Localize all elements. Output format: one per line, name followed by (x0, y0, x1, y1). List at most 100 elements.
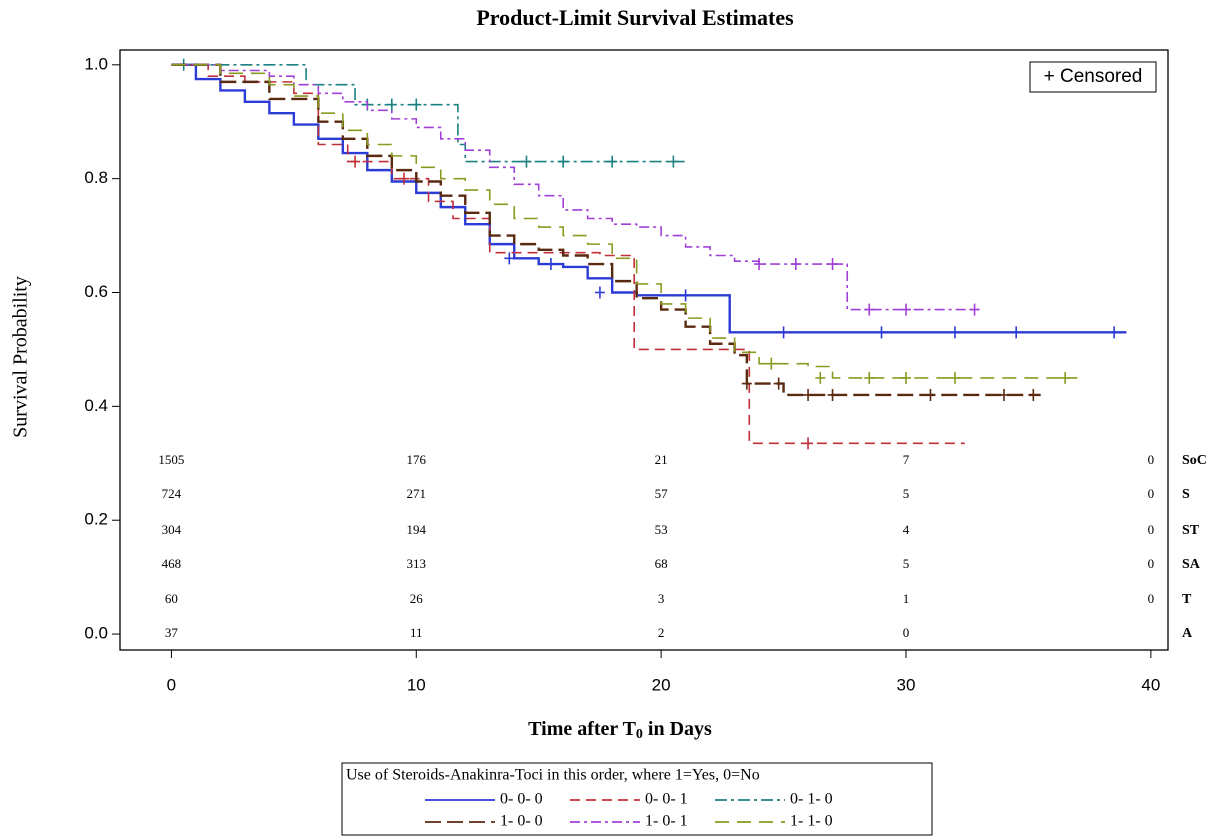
x-tick-label: 0 (167, 675, 176, 694)
censor-mark (827, 258, 838, 271)
legend-label: 1- 1- 0 (790, 813, 833, 830)
censor-mark (949, 371, 960, 384)
x-tick-label: 10 (407, 675, 426, 694)
risk-row-label: SoC (1182, 453, 1207, 468)
legend-box (341, 762, 933, 836)
x-tick-label: 20 (652, 675, 671, 694)
risk-count: 468 (162, 556, 182, 571)
censor-legend-box (1029, 61, 1157, 93)
y-tick-label: 0.0 (84, 624, 108, 643)
censor-mark (901, 303, 911, 316)
risk-count: 0 (1148, 556, 1155, 571)
risk-row-label: A (1182, 626, 1193, 641)
survival-curve (171, 64, 980, 311)
risk-count: 1 (903, 591, 910, 606)
censor-mark (411, 98, 422, 111)
risk-count: 176 (407, 452, 427, 467)
censor-mark (827, 388, 838, 401)
y-tick-label: 0.8 (84, 168, 108, 187)
survival-curve (171, 63, 1041, 397)
censor-mark (607, 155, 618, 168)
risk-row-label: SA (1182, 557, 1201, 572)
censor-mark (766, 357, 777, 370)
risk-count: 271 (407, 486, 427, 501)
censor-mark (741, 377, 752, 390)
censor-mark (521, 155, 532, 168)
risk-count: 4 (903, 522, 910, 537)
censor-mark (803, 388, 814, 401)
censor-mark (803, 437, 814, 450)
risk-count: 0 (903, 625, 910, 640)
chart-title: Product-Limit Survival Estimates (476, 5, 794, 30)
censor-mark (386, 98, 397, 111)
censor-mark (1109, 326, 1120, 339)
risk-count: 1505 (158, 452, 184, 467)
legend-label: 1- 0- 1 (645, 813, 688, 830)
censor-mark (1060, 371, 1071, 384)
censor-mark (504, 252, 515, 265)
risk-count: 313 (407, 556, 427, 571)
risk-count: 304 (162, 522, 182, 537)
risk-count: 68 (655, 556, 668, 571)
censor-legend: + Censored (1044, 66, 1143, 87)
y-tick-label: 0.2 (84, 510, 108, 529)
censor-mark (350, 155, 361, 168)
survival-curve (171, 64, 965, 445)
risk-count: 37 (165, 625, 179, 640)
risk-count: 0 (1148, 591, 1155, 606)
risk-count: 0 (1148, 522, 1155, 537)
censor-mark (778, 326, 789, 339)
x-tick-label: 30 (897, 675, 916, 694)
censor-mark (558, 155, 569, 168)
censor-mark (668, 155, 679, 168)
x-label-subscript: 0 (636, 727, 643, 742)
x-tick-label: 40 (1141, 675, 1160, 694)
censor-mark (790, 258, 801, 271)
censor-mark (864, 371, 875, 384)
risk-count: 57 (655, 486, 669, 501)
censor-mark (545, 258, 556, 271)
y-tick-label: 0.4 (84, 396, 108, 415)
censor-mark (876, 326, 887, 339)
survival-curve (171, 63, 1127, 334)
y-tick-label: 1.0 (84, 54, 108, 73)
risk-count: 5 (903, 486, 910, 501)
censor-mark (1011, 326, 1022, 339)
risk-count: 194 (407, 522, 427, 537)
censor-mark (815, 371, 826, 384)
censor-mark (949, 326, 960, 339)
y-axis-label: Survival Probability (10, 276, 32, 438)
legend-label: 1- 0- 0 (500, 813, 543, 830)
risk-count: 11 (410, 625, 423, 640)
risk-count: 7 (903, 452, 910, 467)
legend-title: Use of Steroids-Anakinra-Toci in this or… (346, 767, 760, 784)
risk-count: 60 (165, 591, 178, 606)
risk-count: 26 (410, 591, 424, 606)
plot-frame (119, 49, 1169, 651)
risk-count: 0 (1148, 486, 1155, 501)
legend-label: 0- 0- 0 (500, 791, 543, 808)
risk-count: 53 (655, 522, 668, 537)
risk-count: 3 (658, 591, 665, 606)
risk-row-label: ST (1182, 523, 1200, 538)
censor-mark (594, 286, 605, 299)
legend-label: 0- 1- 0 (790, 791, 833, 808)
x-label-text: Time after T (528, 718, 636, 740)
risk-row-label: T (1182, 592, 1192, 607)
legend-label: 0- 0- 1 (645, 791, 688, 808)
risk-count: 2 (658, 625, 665, 640)
censor-mark (773, 377, 784, 390)
censor-mark (864, 303, 875, 316)
censor-mark (754, 258, 765, 271)
censor-mark (1028, 388, 1039, 401)
censor-mark (998, 388, 1009, 401)
risk-count: 0 (1148, 452, 1155, 467)
censor-mark (399, 172, 410, 185)
censor-mark (680, 289, 691, 302)
risk-row-label: S (1182, 487, 1190, 502)
censor-mark (901, 371, 911, 384)
x-axis-label: Time after T0 in Days (528, 718, 712, 743)
censor-mark (969, 303, 980, 316)
risk-count: 21 (655, 452, 668, 467)
